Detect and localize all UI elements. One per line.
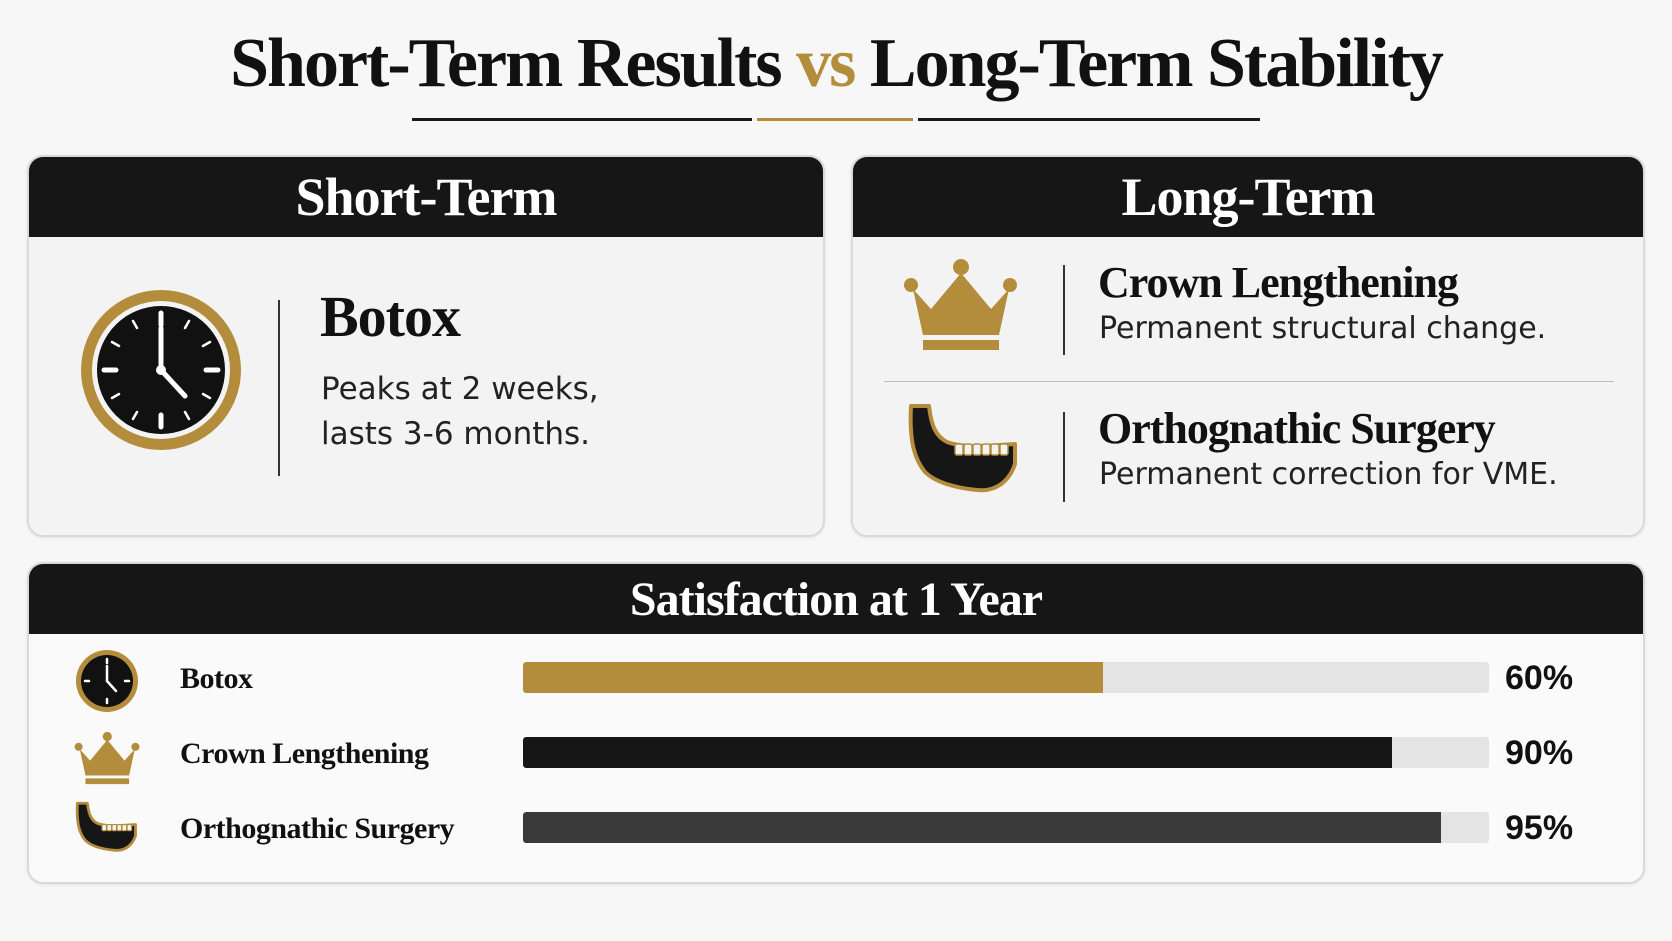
short-term-card: Short-Term Botox Peaks at 2 weeks, (27, 155, 825, 537)
satisfaction-value: 60% (1505, 659, 1574, 697)
short-term-item-desc: Peaks at 2 weeks, lasts 3-6 months. (321, 367, 599, 457)
short-term-desc-line1: Peaks at 2 weeks, (321, 371, 599, 407)
title-part2: Long-Term Stability (869, 25, 1444, 102)
satisfaction-heading: Satisfaction at 1 Year (29, 564, 1643, 634)
crown-icon (904, 259, 1017, 350)
satisfaction-row-label: Crown Lengthening (180, 737, 429, 770)
orthognathic-surgery-divider (1063, 412, 1065, 502)
crown-lengthening-name: Crown Lengthening (1098, 258, 1459, 307)
satisfaction-bar-track (523, 812, 1489, 843)
jaw-icon (75, 801, 137, 852)
crown-lengthening-desc: Permanent structural change. (1099, 311, 1547, 346)
satisfaction-bar-botox (523, 662, 1103, 693)
title-underline-left (412, 118, 752, 121)
satisfaction-card: Satisfaction at 1 Year Botox 60% Crown L… (27, 562, 1645, 884)
title-underline-right (918, 118, 1260, 121)
short-term-desc-line2: lasts 3-6 months. (321, 416, 591, 452)
clock-icon (81, 290, 241, 450)
satisfaction-bar-track (523, 662, 1489, 693)
long-term-separator (884, 381, 1614, 382)
jaw-icon (908, 404, 1017, 493)
satisfaction-row-label: Botox (180, 662, 253, 695)
long-term-card: Long-Term Crown Lengthening Permanent st… (851, 155, 1645, 537)
satisfaction-bar-crown-lengthening (523, 737, 1393, 768)
short-term-heading: Short-Term (29, 157, 823, 237)
crown-icon (74, 731, 140, 785)
satisfaction-row-label: Orthognathic Surgery (180, 812, 455, 845)
satisfaction-bar-track (523, 737, 1489, 768)
satisfaction-bar-orthognathic-surgery (523, 812, 1441, 843)
title-vs: vs (796, 25, 856, 102)
long-term-heading: Long-Term (853, 157, 1643, 237)
title-underline-accent (757, 118, 913, 121)
orthognathic-surgery-desc: Permanent correction for VME. (1099, 457, 1558, 492)
clock-icon (76, 650, 138, 712)
orthognathic-surgery-name: Orthognathic Surgery (1098, 404, 1496, 453)
satisfaction-value: 95% (1505, 809, 1574, 847)
short-term-item-name: Botox (320, 284, 461, 349)
crown-lengthening-divider (1063, 265, 1065, 355)
short-term-divider (278, 300, 280, 476)
page-title: Short-Term Results vs Long-Term Stabilit… (0, 22, 1672, 106)
title-part1: Short-Term Results (230, 25, 783, 102)
satisfaction-value: 90% (1505, 734, 1574, 772)
